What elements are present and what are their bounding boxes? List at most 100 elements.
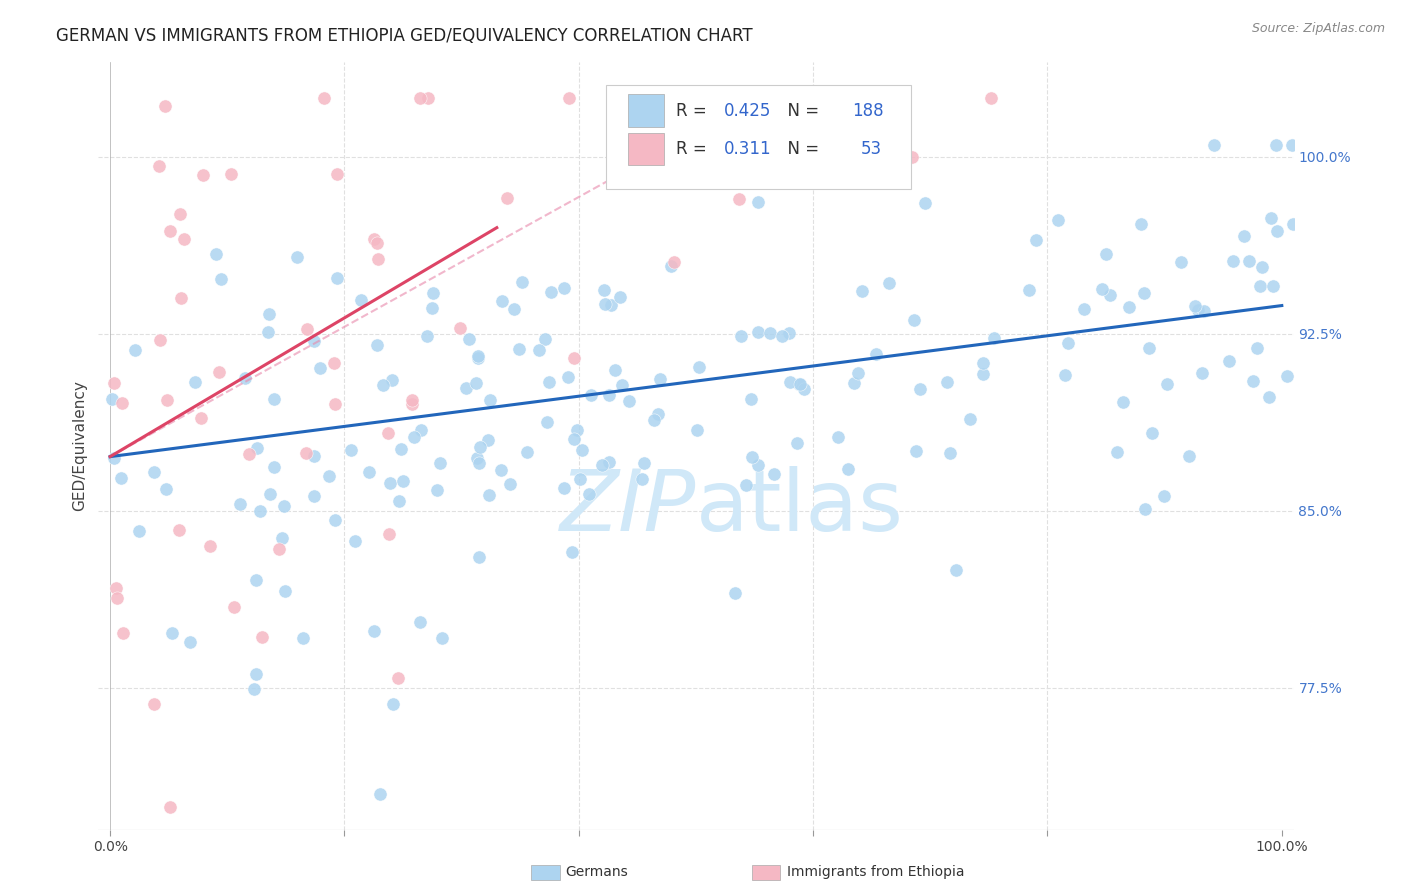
Text: Germans: Germans bbox=[565, 865, 628, 880]
Point bbox=[155, 483, 177, 497]
Point bbox=[304, 489, 326, 503]
Point bbox=[740, 392, 762, 407]
Point bbox=[908, 383, 931, 397]
Point bbox=[1118, 301, 1140, 315]
Point bbox=[367, 252, 389, 266]
Point bbox=[844, 376, 866, 391]
Point bbox=[304, 449, 326, 463]
Point bbox=[662, 254, 685, 268]
Point bbox=[409, 423, 432, 437]
Point bbox=[591, 458, 613, 472]
Point bbox=[538, 375, 561, 389]
Point bbox=[323, 513, 346, 527]
Point bbox=[273, 499, 295, 513]
Point bbox=[1170, 255, 1192, 269]
Point bbox=[1053, 368, 1076, 383]
Point bbox=[502, 301, 524, 316]
Point bbox=[1094, 246, 1116, 260]
Point bbox=[741, 450, 763, 464]
Point bbox=[270, 531, 292, 545]
Point bbox=[458, 332, 481, 346]
Point bbox=[173, 232, 195, 246]
Point bbox=[377, 527, 399, 541]
Point bbox=[142, 465, 165, 479]
Point bbox=[422, 285, 444, 300]
Point bbox=[983, 330, 1005, 344]
Point bbox=[198, 540, 221, 554]
Point bbox=[603, 363, 626, 377]
Point bbox=[249, 504, 271, 518]
Point bbox=[464, 376, 486, 391]
Point bbox=[1251, 260, 1274, 274]
Text: GERMAN VS IMMIGRANTS FROM ETHIOPIA GED/EQUIVALENCY CORRELATION CHART: GERMAN VS IMMIGRANTS FROM ETHIOPIA GED/E… bbox=[56, 27, 752, 45]
Point bbox=[420, 301, 443, 315]
Point bbox=[1018, 283, 1040, 297]
Point bbox=[357, 465, 380, 479]
Point bbox=[1073, 301, 1095, 316]
Point bbox=[1132, 285, 1154, 300]
Point bbox=[1178, 449, 1201, 463]
Point bbox=[101, 392, 124, 406]
Point bbox=[325, 168, 347, 182]
Text: 0.311: 0.311 bbox=[724, 140, 770, 159]
Point bbox=[156, 392, 179, 407]
FancyBboxPatch shape bbox=[628, 95, 664, 127]
Point bbox=[557, 370, 579, 384]
Point bbox=[111, 396, 134, 410]
Point bbox=[169, 524, 191, 538]
Point bbox=[366, 338, 388, 352]
Point bbox=[1187, 303, 1209, 318]
Point bbox=[610, 378, 633, 392]
Point bbox=[1263, 279, 1285, 293]
Point bbox=[1194, 304, 1216, 318]
Point bbox=[323, 397, 346, 411]
Point bbox=[1153, 489, 1175, 503]
Text: Immigrants from Ethiopia: Immigrants from Ethiopia bbox=[787, 865, 965, 880]
Point bbox=[650, 372, 672, 386]
Text: 188: 188 bbox=[852, 102, 884, 120]
Point bbox=[366, 235, 388, 250]
Point bbox=[478, 487, 501, 501]
Y-axis label: GED/Equivalency: GED/Equivalency bbox=[72, 381, 87, 511]
Point bbox=[980, 91, 1002, 105]
Point bbox=[945, 562, 967, 576]
Point bbox=[404, 430, 426, 444]
Point bbox=[149, 333, 172, 347]
Point bbox=[205, 247, 228, 261]
Point bbox=[245, 574, 267, 588]
Point bbox=[770, 329, 793, 343]
Point bbox=[939, 446, 962, 460]
Point bbox=[1241, 374, 1264, 388]
Point bbox=[747, 195, 769, 210]
Point bbox=[323, 356, 346, 370]
Point bbox=[124, 343, 146, 357]
Point bbox=[496, 192, 519, 206]
Point bbox=[416, 328, 439, 343]
Point bbox=[208, 365, 231, 379]
Point bbox=[534, 332, 557, 346]
Point bbox=[792, 91, 814, 105]
Text: 53: 53 bbox=[860, 140, 882, 159]
Point bbox=[389, 442, 412, 456]
Point bbox=[779, 376, 801, 390]
Point bbox=[827, 430, 849, 444]
Point bbox=[499, 476, 522, 491]
Point bbox=[269, 541, 291, 556]
Point bbox=[730, 328, 752, 343]
Point bbox=[1258, 390, 1281, 404]
Point bbox=[609, 290, 631, 304]
Point bbox=[540, 285, 562, 299]
Point bbox=[553, 281, 575, 295]
Point bbox=[489, 463, 512, 477]
FancyBboxPatch shape bbox=[628, 133, 664, 165]
Point bbox=[233, 371, 256, 385]
Point bbox=[295, 322, 318, 336]
Point bbox=[778, 326, 800, 341]
Point bbox=[429, 456, 451, 470]
Point bbox=[647, 407, 669, 421]
Point bbox=[1265, 224, 1288, 238]
Text: 0.425: 0.425 bbox=[724, 102, 770, 120]
Point bbox=[1204, 138, 1226, 153]
Point bbox=[263, 392, 285, 407]
Point bbox=[643, 413, 665, 427]
